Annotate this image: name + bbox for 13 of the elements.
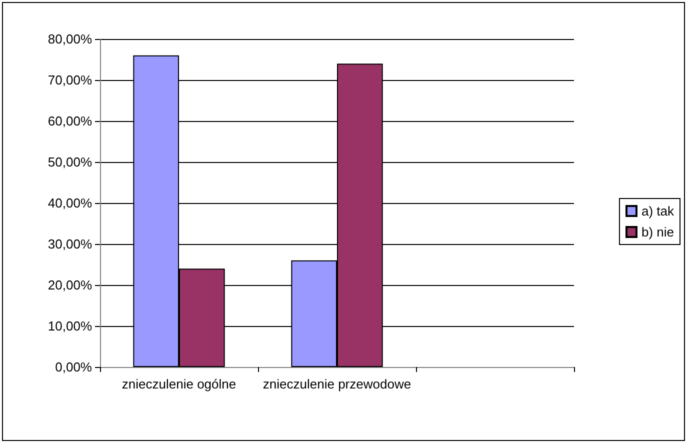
y-tick-label: 70,00% <box>48 72 92 88</box>
x-tick-label: znieczulenie ogólne <box>122 376 236 392</box>
y-tick-label: 50,00% <box>48 154 92 170</box>
legend-label: b) nie <box>641 224 674 240</box>
y-tick-label: 0,00% <box>55 360 92 374</box>
y-tick-label: 30,00% <box>48 236 92 252</box>
y-tick-label: 80,00% <box>48 32 92 46</box>
y-tick-label: 10,00% <box>48 318 92 334</box>
x-tick-label: znieczulenie przewodowe <box>262 376 412 392</box>
y-tick-label: 20,00% <box>48 278 92 292</box>
y-tick-label: 60,00% <box>48 114 92 128</box>
y-tick-label: 40,00% <box>48 196 92 210</box>
legend-label: a) tak <box>641 204 674 218</box>
